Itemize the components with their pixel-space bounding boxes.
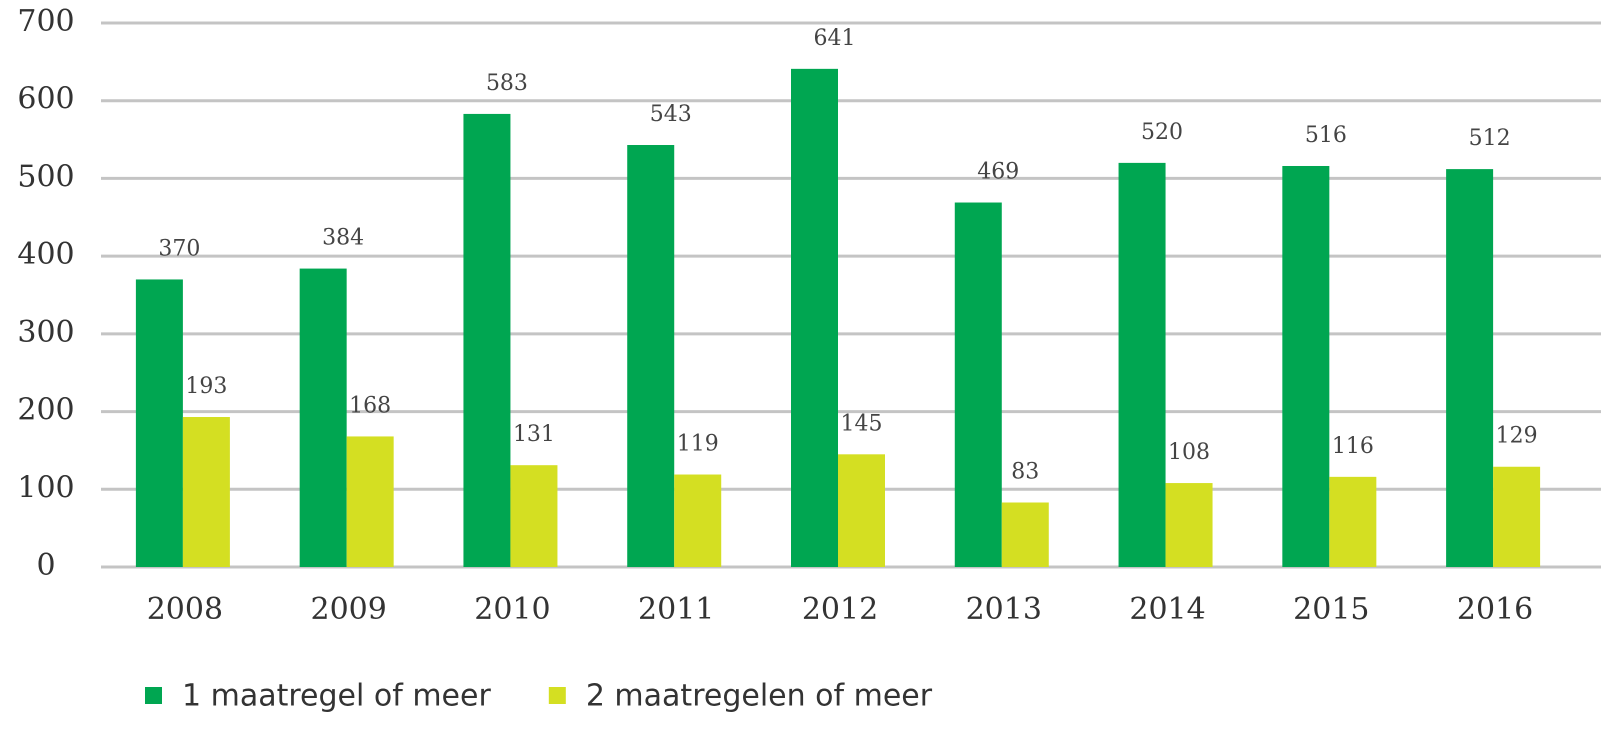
- value-label: 119: [677, 432, 719, 457]
- value-label: 520: [1141, 120, 1183, 145]
- y-tick-label: 600: [17, 82, 74, 117]
- value-label: 145: [841, 411, 883, 436]
- y-tick-label: 100: [17, 470, 74, 505]
- bar: [510, 465, 558, 567]
- bar: [627, 145, 675, 568]
- x-tick-label: 2011: [638, 592, 714, 627]
- value-label: 583: [486, 71, 528, 96]
- value-label: 469: [977, 160, 1019, 185]
- value-label: 131: [513, 422, 555, 447]
- bar: [954, 202, 1002, 567]
- value-label: 641: [814, 26, 856, 51]
- bar: [674, 474, 722, 567]
- bar: [1165, 483, 1213, 567]
- x-tick-label: 2016: [1457, 592, 1533, 627]
- bar: [838, 454, 885, 567]
- x-tick-label: 2012: [802, 592, 878, 627]
- y-tick-label: 400: [17, 237, 74, 272]
- legend-label: 1 maatregel of meer: [182, 679, 491, 714]
- y-tick-label: 200: [17, 393, 74, 428]
- x-tick-label: 2014: [1129, 592, 1205, 627]
- legend-swatch: [548, 687, 566, 704]
- x-tick-label: 2013: [966, 592, 1042, 627]
- bar: [1493, 466, 1541, 567]
- value-label: 116: [1332, 434, 1374, 459]
- value-label: 168: [349, 393, 391, 418]
- x-tick-label: 2008: [147, 592, 223, 627]
- bar: [791, 68, 838, 567]
- y-tick-label: 700: [17, 4, 74, 39]
- bar: [463, 113, 511, 567]
- bar: [299, 268, 347, 567]
- bar: [1118, 162, 1166, 567]
- y-tick-label: 300: [17, 315, 74, 350]
- bar: [346, 436, 394, 567]
- value-label: 512: [1469, 126, 1511, 151]
- value-label: 516: [1305, 123, 1347, 148]
- value-label: 384: [322, 226, 364, 251]
- bar: [1001, 502, 1049, 567]
- bar: [1329, 476, 1377, 567]
- bar: [1282, 165, 1330, 567]
- x-tick-label: 2010: [474, 592, 550, 627]
- y-tick-label: 500: [17, 159, 74, 194]
- bar: [135, 279, 183, 567]
- value-label: 193: [185, 374, 227, 399]
- x-tick-label: 2015: [1293, 592, 1369, 627]
- legend-label: 2 maatregelen of meer: [586, 679, 933, 714]
- bar: [182, 417, 230, 567]
- legend-swatch: [145, 687, 162, 704]
- value-label: 129: [1496, 424, 1538, 449]
- bar: [1446, 169, 1494, 568]
- value-label: 83: [1011, 459, 1039, 484]
- value-label: 370: [158, 236, 200, 261]
- x-tick-label: 2009: [310, 592, 386, 627]
- value-label: 543: [650, 102, 692, 127]
- y-tick-label: 0: [36, 548, 55, 583]
- value-label: 108: [1168, 440, 1210, 465]
